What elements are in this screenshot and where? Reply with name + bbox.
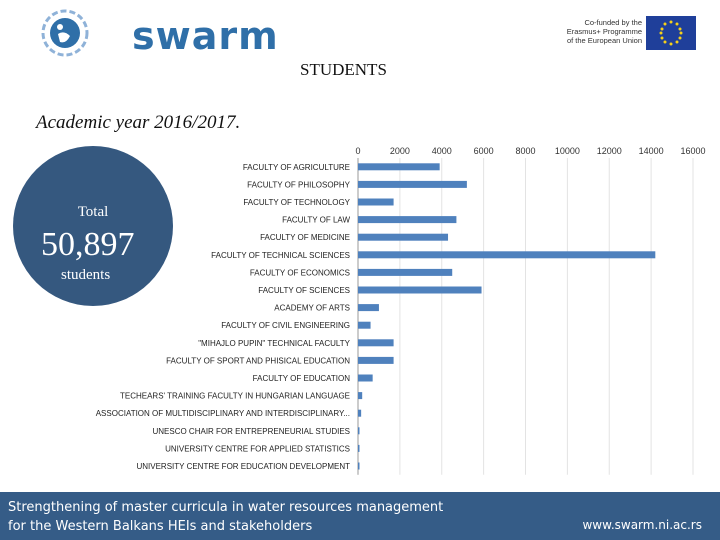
eu-flag-icon xyxy=(646,16,696,50)
bar xyxy=(358,321,371,329)
swarm-logo: swarm xyxy=(40,8,278,60)
bar xyxy=(358,251,656,259)
bar xyxy=(358,339,394,347)
bar xyxy=(358,392,363,400)
category-label: FACULTY OF ECONOMICS xyxy=(250,268,350,277)
footer-line-2: for the Western Balkans HEIs and stakeho… xyxy=(8,519,313,534)
x-tick-label: 14000 xyxy=(639,146,664,156)
total-students-circle: Total 50,897 students xyxy=(13,146,173,306)
footer-line-1: Strengthening of master curricula in wat… xyxy=(8,500,444,515)
category-label: UNESCO CHAIR FOR ENTREPRENEURIAL STUDIES xyxy=(152,427,350,436)
bar xyxy=(358,462,360,470)
bar xyxy=(358,163,440,171)
x-tick-label: 2000 xyxy=(390,146,410,156)
footer: Strengthening of master curricula in wat… xyxy=(0,492,720,540)
total-label: Total xyxy=(77,204,109,220)
total-value: 50,897 xyxy=(41,226,135,263)
bar xyxy=(358,268,453,276)
bar xyxy=(358,356,394,364)
x-tick-label: 16000 xyxy=(680,146,705,156)
x-tick-label: 4000 xyxy=(432,146,452,156)
eu-text-line: of the European Union xyxy=(566,36,642,45)
bar xyxy=(358,444,360,452)
bar xyxy=(358,427,360,435)
bar xyxy=(358,180,467,188)
footer-url: www.swarm.ni.ac.rs xyxy=(582,518,702,532)
bar xyxy=(358,304,379,312)
x-tick-label: 6000 xyxy=(474,146,494,156)
category-label: FACULTY OF TECHNOLOGY xyxy=(243,198,350,207)
total-unit: students xyxy=(61,267,111,283)
category-label: TECHEARS' TRAINING FACULTY IN HUNGARIAN … xyxy=(120,392,350,401)
category-label: FACULTY OF EDUCATION xyxy=(253,374,351,383)
category-label: FACULTY OF PHILOSOPHY xyxy=(247,180,351,189)
category-label: FACULTY OF CIVIL ENGINEERING xyxy=(221,321,350,330)
category-label: FACULTY OF LAW xyxy=(282,216,350,225)
bar xyxy=(358,409,362,417)
category-label: FACULTY OF TECHNICAL SCIENCES xyxy=(211,251,350,260)
bar xyxy=(358,198,394,206)
bar xyxy=(358,286,482,294)
category-label: UNIVERSITY CENTRE FOR APPLIED STATISTICS xyxy=(165,444,350,453)
swarm-logo-icon xyxy=(41,9,89,57)
category-label: "MIHAJLO PUPIN" TECHNICAL FACULTY xyxy=(198,339,350,348)
faculty-students-bar-chart: 0 2000 4000 6000 8000 10000 12000 14000 16000 FAC… xyxy=(96,146,706,475)
bar xyxy=(358,374,373,382)
eu-text-line: Co-funded by the xyxy=(584,18,642,27)
bar xyxy=(358,233,449,241)
category-label: ACADEMY OF ARTS xyxy=(274,304,350,313)
x-tick-label: 12000 xyxy=(597,146,622,156)
page-title-text: STUDENTS xyxy=(300,60,387,79)
eu-cofunding-badge: Co-funded by the Erasmus+ Programme of t… xyxy=(556,16,696,52)
category-label: FACULTY OF SCIENCES xyxy=(258,286,350,295)
x-tick-label: 8000 xyxy=(515,146,535,156)
category-label: FACULTY OF AGRICULTURE xyxy=(243,163,350,172)
category-label: ASSOCIATION OF MULTIDISCIPLINARY AND INT… xyxy=(96,409,350,418)
category-label: FACULTY OF SPORT AND PHISICAL EDUCATION xyxy=(166,356,350,365)
academic-year: Academic year 2016/2017. xyxy=(36,112,241,133)
x-tick-label: 10000 xyxy=(555,146,580,156)
eu-text: Co-funded by the Erasmus+ Programme of t… xyxy=(556,18,642,45)
category-label: FACULTY OF MEDICINE xyxy=(260,233,350,242)
eu-text-line: Erasmus+ Programme xyxy=(566,27,642,36)
bar xyxy=(358,216,457,224)
x-tick-label: 0 xyxy=(355,146,360,156)
category-label: UNIVERSITY CENTRE FOR EDUCATION DEVELOPM… xyxy=(136,462,350,471)
logo-text: swarm xyxy=(132,14,279,58)
